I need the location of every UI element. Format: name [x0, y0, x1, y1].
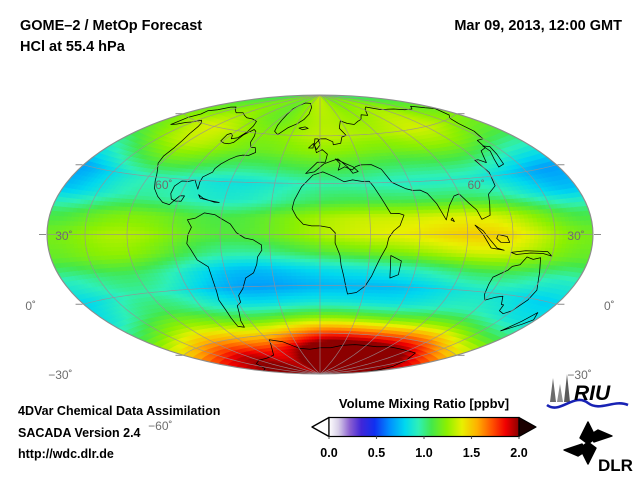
- species-level-title: HCl at 55.4 hPa: [20, 39, 125, 55]
- colorbar-tick-1: 0.5: [367, 446, 386, 460]
- header-right: Mar 09, 2013, 12:00 GMT: [454, 16, 622, 37]
- forecast-datetime: Mar 09, 2013, 12:00 GMT: [454, 18, 622, 34]
- colorbar-title: Volume Mixing Ratio [ppbv]: [338, 396, 510, 411]
- hammer-projection-map: [39, 94, 601, 375]
- dlr-logo-text: DLR: [598, 456, 633, 474]
- lat-label--60-left: −60˚: [148, 419, 173, 434]
- header-left: GOME–2 / MetOp Forecast HCl at 55.4 hPa: [20, 16, 202, 58]
- lat-label-60-left: 60˚: [155, 177, 173, 192]
- colorbar-over-arrow: [518, 416, 537, 438]
- assimilation-method: 4DVar Chemical Data Assimilation: [18, 404, 221, 418]
- software-version: SACADA Version 2.4: [18, 425, 141, 440]
- colorbar-tick-3: 1.5: [462, 446, 481, 460]
- riu-logo-icon: [546, 374, 629, 409]
- colorbar-gradient: [328, 416, 520, 438]
- colorbar-tick-0: 0.0: [320, 446, 338, 460]
- riu-logo-text: RIU: [574, 382, 611, 405]
- logo-group: RIU DLR: [542, 372, 634, 475]
- colorbar-tick-2: 1.0: [415, 446, 433, 460]
- data-center-url[interactable]: http://wdc.dlr.de: [18, 447, 114, 461]
- map-panel: 60˚60˚30˚30˚0˚0˚−30˚−30˚−60˚−60˚: [0, 72, 640, 433]
- colorbar-under-arrow: [311, 416, 330, 438]
- colorbar-strip: [311, 416, 537, 439]
- lat-label-0-left: 0˚: [25, 298, 36, 313]
- colorbar-tick-4: 2.0: [510, 446, 528, 460]
- colorbar: Volume Mixing Ratio [ppbv] 0.0 0.5 1.0 1.5 2…: [310, 396, 538, 462]
- lat-label-30-left: 30˚: [55, 228, 73, 243]
- dlr-pinwheel-icon: [563, 421, 613, 465]
- lat-label--30-right: −30˚: [567, 368, 592, 383]
- lat-label-60-right: 60˚: [467, 177, 485, 192]
- latitude-tickmarks: [39, 113, 601, 356]
- lat-label-0-right: 0˚: [604, 298, 615, 313]
- footer-credits: 4DVar Chemical Data Assimilation SACADA …: [18, 401, 220, 466]
- globe-outline: [46, 94, 594, 375]
- lat-label-30-right: 30˚: [567, 228, 585, 243]
- riu-dlr-logos: RIU DLR: [546, 374, 633, 475]
- colorbar-tick-labels: 0.0 0.5 1.0 1.5 2.0: [310, 446, 538, 462]
- colorbar-tickmarks: [328, 436, 520, 439]
- lat-label--30-left: −30˚: [48, 368, 73, 383]
- instrument-title: GOME–2 / MetOp Forecast: [20, 18, 203, 34]
